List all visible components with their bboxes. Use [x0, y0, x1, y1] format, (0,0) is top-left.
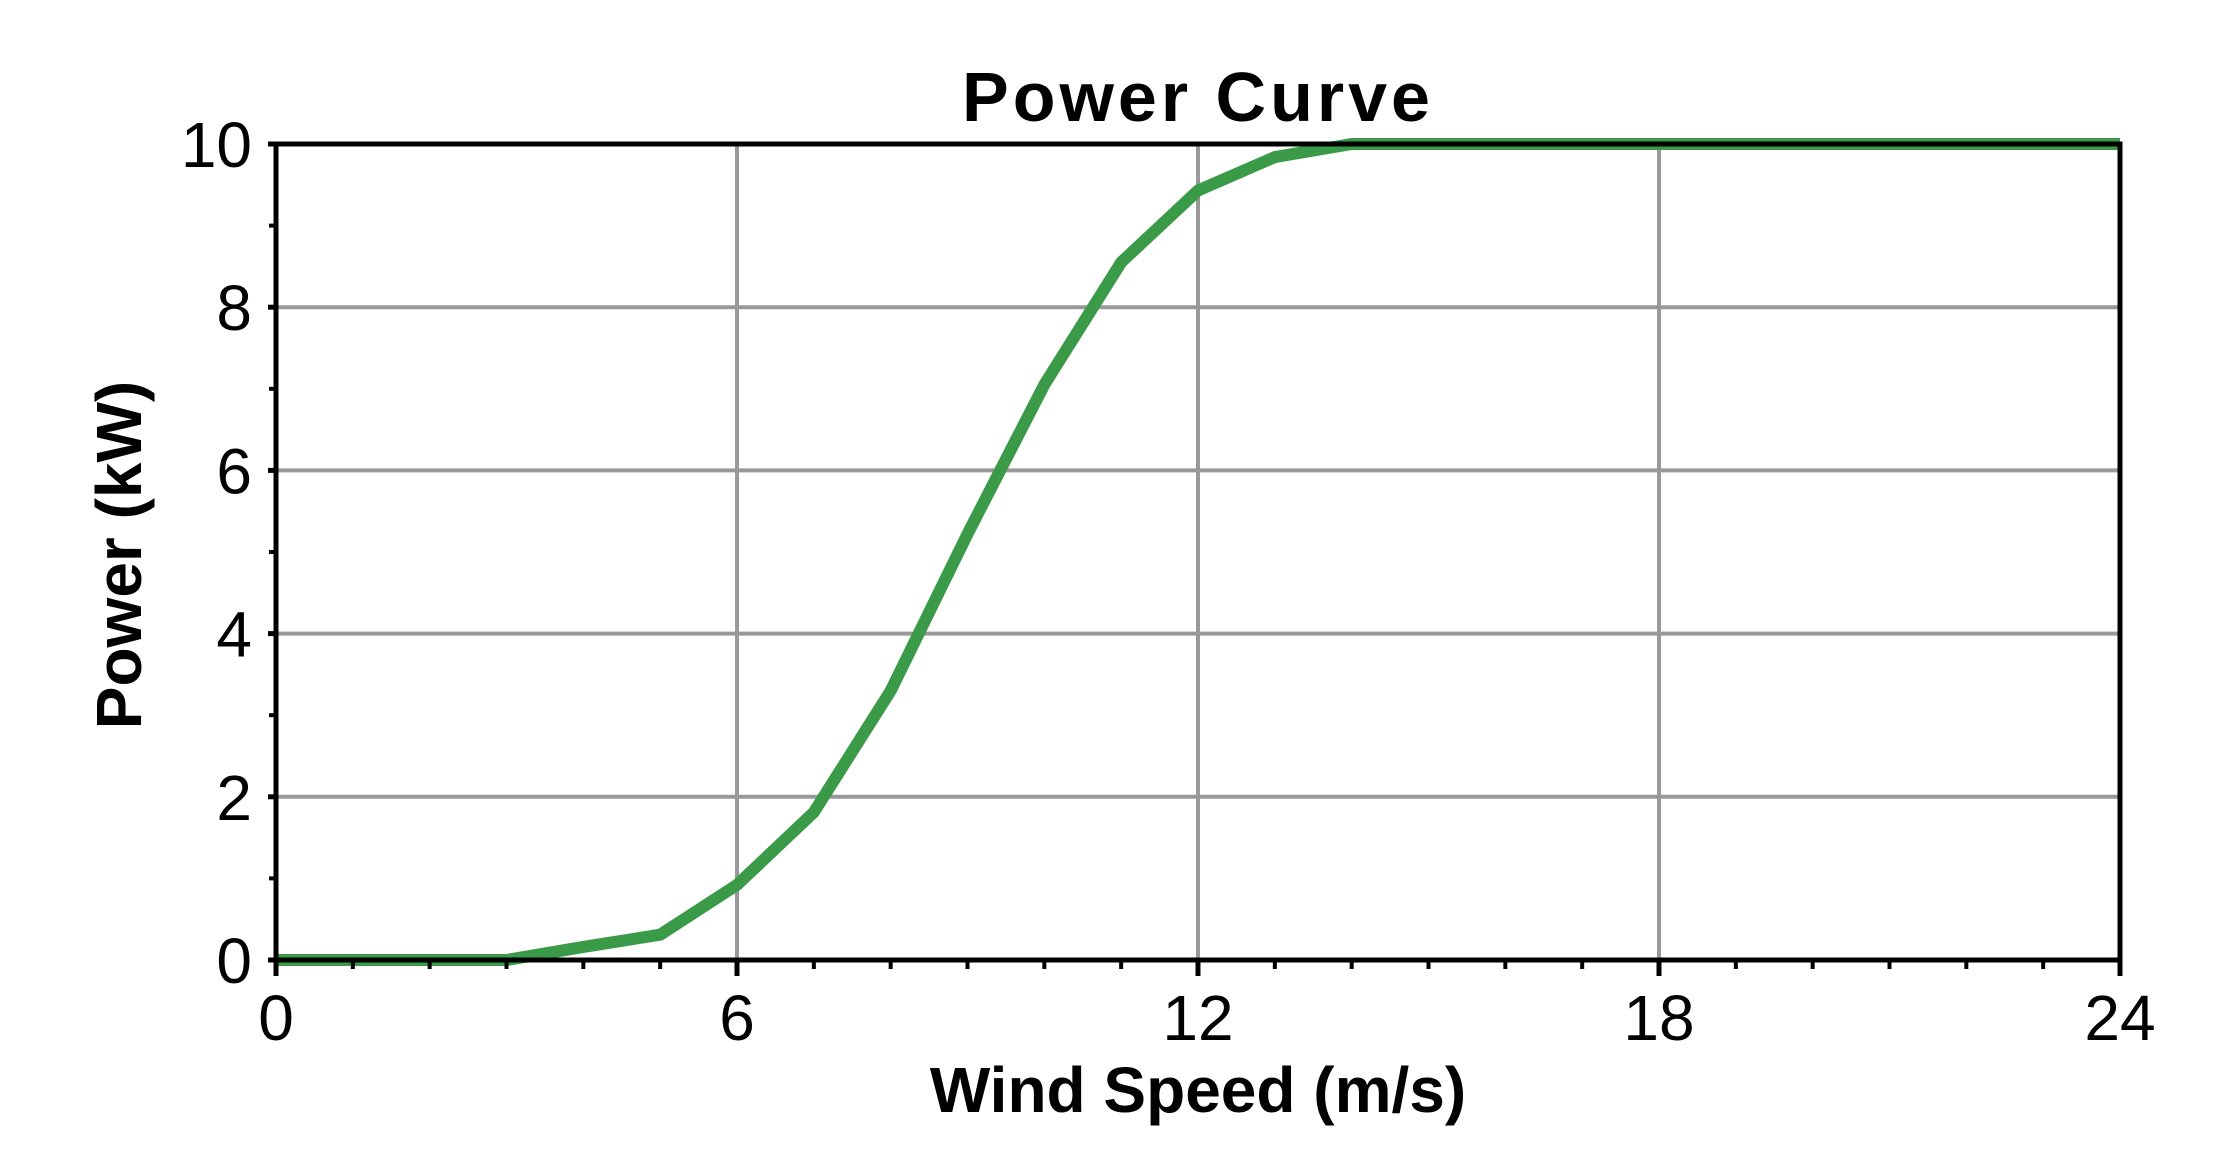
x-tick-label: 6 — [719, 982, 755, 1054]
y-tick-label: 4 — [216, 599, 252, 671]
y-tick-label: 0 — [216, 925, 252, 997]
y-tick-label: 6 — [216, 435, 252, 507]
chart-title: Power Curve — [962, 58, 1434, 136]
x-tick-label: 0 — [258, 982, 294, 1054]
axis-ticks — [268, 141, 2123, 976]
y-tick-label: 2 — [216, 762, 252, 834]
y-axis-label: Power (kW) — [83, 381, 155, 729]
grid-lines — [276, 144, 2120, 960]
x-axis-label: Wind Speed (m/s) — [930, 1054, 1466, 1126]
x-tick-label: 12 — [1162, 982, 1233, 1054]
x-tick-label: 18 — [1623, 982, 1694, 1054]
y-tick-label: 8 — [216, 272, 252, 344]
x-tick-label: 24 — [2084, 982, 2155, 1054]
y-tick-label: 10 — [181, 109, 252, 181]
